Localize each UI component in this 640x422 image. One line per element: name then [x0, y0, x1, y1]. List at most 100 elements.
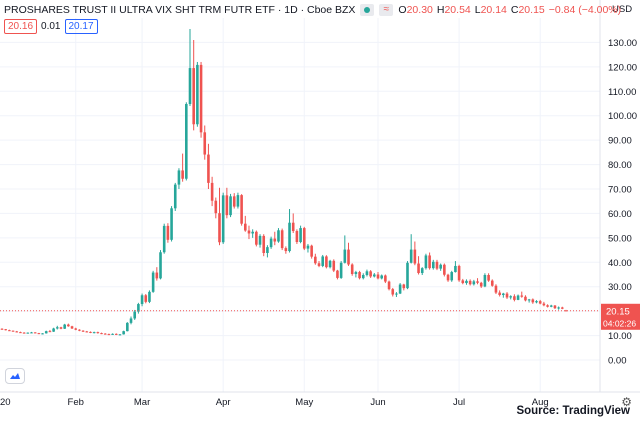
candle-body — [457, 265, 461, 281]
candle-body — [358, 272, 361, 279]
x-tick-label: Apr — [216, 397, 231, 408]
candle-body — [111, 333, 114, 335]
candle-body — [509, 296, 513, 298]
candle-body — [277, 230, 280, 242]
tradingview-logo-icon[interactable] — [5, 368, 25, 384]
change-value: −0.84 (−4.00%) — [548, 4, 622, 16]
x-tick-label: Feb — [68, 397, 84, 408]
candle-body — [465, 280, 468, 284]
compare-icon[interactable]: ≈ — [379, 4, 394, 16]
candle-body — [498, 292, 501, 296]
candle-body — [214, 200, 218, 214]
candle-body — [524, 296, 527, 301]
grid-lines — [0, 18, 600, 392]
candle-body — [273, 238, 277, 242]
candle-body — [181, 170, 184, 179]
candle-body — [306, 245, 310, 249]
candle-body — [67, 324, 70, 327]
candle-body — [302, 228, 306, 249]
candle-body — [291, 222, 295, 232]
candle-body — [332, 260, 336, 271]
candle-body — [384, 275, 387, 282]
candle-body — [269, 238, 273, 248]
candle-body — [70, 326, 74, 329]
y-tick-label: 70.00 — [608, 185, 632, 196]
candle-body — [380, 275, 383, 279]
candle-body — [37, 333, 41, 335]
candle-body — [81, 330, 85, 332]
ask-button[interactable]: 20.17 — [64, 19, 98, 34]
high-value: 20.54 — [444, 4, 471, 16]
x-tick-label: Jun — [370, 397, 385, 408]
candle-body — [133, 311, 137, 319]
y-tick-label: 110.00 — [608, 87, 636, 98]
price-tag-value: 20.15 — [606, 306, 630, 317]
candle-body — [513, 296, 516, 300]
candle-body — [395, 293, 398, 295]
candle-body — [33, 332, 37, 334]
candle-body — [225, 195, 229, 216]
candle-body — [417, 263, 420, 274]
candle-body — [409, 249, 413, 263]
candle-body — [354, 272, 358, 275]
candle-body — [505, 293, 509, 298]
candle-body — [255, 231, 258, 245]
candle-body — [538, 301, 542, 304]
candle-body — [52, 328, 55, 332]
spread-value: 0.01 — [41, 21, 61, 32]
candle-body — [221, 195, 225, 243]
candle-body — [402, 284, 406, 289]
candle-body — [177, 170, 181, 185]
candle-body — [4, 329, 7, 331]
candle-body — [494, 285, 498, 293]
candle-body — [210, 182, 214, 201]
candle-body — [454, 265, 457, 273]
candle-body — [44, 331, 48, 334]
gear-icon[interactable]: ⚙ — [621, 395, 632, 409]
candle-body — [299, 228, 302, 243]
candle-body — [339, 262, 343, 278]
candle-body — [185, 103, 188, 179]
y-tick-label: 50.00 — [608, 233, 632, 244]
candle-body — [203, 132, 207, 155]
market-status-button[interactable] — [360, 4, 375, 16]
candle-body — [92, 332, 96, 334]
x-tick-label: Jul — [453, 397, 465, 408]
candle-body — [280, 230, 284, 249]
candle-body — [148, 291, 151, 302]
candle-body — [476, 281, 479, 283]
candle-body — [218, 213, 221, 243]
candle-body — [391, 289, 395, 295]
candle-body — [387, 281, 391, 290]
candle-body — [288, 222, 291, 252]
candle-body — [196, 64, 199, 125]
axes-layer: 0.0010.0020.0030.0040.0050.0060.0070.008… — [0, 0, 640, 408]
candle-body — [450, 272, 454, 281]
candle-body — [443, 264, 446, 275]
low-label: L — [474, 4, 481, 16]
candle-body — [188, 68, 192, 104]
candle-body — [122, 331, 125, 335]
candle-body — [19, 332, 22, 334]
candle-body — [361, 274, 365, 279]
candle-body — [155, 272, 159, 279]
y-tick-label: 130.00 — [608, 38, 637, 49]
candle-body — [561, 307, 564, 309]
candle-body — [55, 327, 59, 329]
candle-body — [232, 196, 236, 207]
candle-body — [30, 332, 33, 334]
candle-body — [516, 295, 520, 300]
x-tick-label: Aug — [532, 397, 549, 408]
quote-row: 20.16 0.01 20.17 — [4, 19, 98, 34]
candle-body — [413, 249, 417, 264]
symbol-title[interactable]: PROSHARES TRUST II ULTRA VIX SHT TRM FUT… — [4, 4, 356, 16]
candle-body — [424, 255, 428, 269]
chart-header: PROSHARES TRUST II ULTRA VIX SHT TRM FUT… — [4, 3, 621, 17]
x-tick-label: Mar — [134, 397, 150, 408]
candle-body — [229, 196, 232, 216]
candle-body — [369, 271, 372, 277]
bid-button[interactable]: 20.16 — [4, 19, 38, 34]
candle-body — [365, 271, 369, 275]
